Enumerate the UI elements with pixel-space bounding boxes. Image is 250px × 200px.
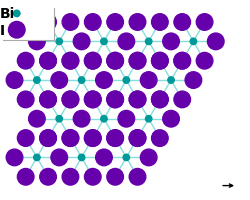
Circle shape <box>107 53 124 70</box>
Circle shape <box>62 92 79 108</box>
Circle shape <box>78 154 85 161</box>
Circle shape <box>96 72 112 89</box>
Circle shape <box>84 15 101 31</box>
Circle shape <box>140 149 157 166</box>
Circle shape <box>174 15 190 31</box>
Circle shape <box>107 15 124 31</box>
Circle shape <box>62 92 79 108</box>
Circle shape <box>163 34 179 50</box>
Circle shape <box>34 77 40 84</box>
Circle shape <box>62 53 79 70</box>
Circle shape <box>152 92 168 108</box>
Circle shape <box>73 111 90 127</box>
Circle shape <box>18 169 34 185</box>
Circle shape <box>107 53 124 70</box>
Circle shape <box>51 72 68 89</box>
Circle shape <box>168 77 174 84</box>
Circle shape <box>129 169 146 185</box>
Circle shape <box>18 53 34 70</box>
Circle shape <box>107 130 124 147</box>
Circle shape <box>118 111 134 127</box>
Circle shape <box>84 130 101 147</box>
Circle shape <box>152 92 168 108</box>
Circle shape <box>40 169 56 185</box>
Circle shape <box>18 92 34 108</box>
Circle shape <box>174 53 190 70</box>
Text: I: I <box>0 24 5 38</box>
Circle shape <box>163 111 179 127</box>
Circle shape <box>123 154 130 161</box>
Circle shape <box>62 15 79 31</box>
Circle shape <box>96 149 112 166</box>
Circle shape <box>40 92 56 108</box>
Circle shape <box>62 169 79 185</box>
Circle shape <box>56 116 62 122</box>
Circle shape <box>40 92 56 108</box>
Circle shape <box>18 130 34 147</box>
Circle shape <box>8 22 25 39</box>
Circle shape <box>84 92 101 108</box>
Circle shape <box>40 130 56 147</box>
Circle shape <box>123 77 130 84</box>
Circle shape <box>40 15 56 31</box>
Circle shape <box>56 39 62 45</box>
Circle shape <box>129 130 146 147</box>
Circle shape <box>51 149 68 166</box>
Circle shape <box>152 130 168 147</box>
Circle shape <box>28 34 45 50</box>
Circle shape <box>129 130 146 147</box>
Circle shape <box>129 92 146 108</box>
Circle shape <box>152 15 168 31</box>
Circle shape <box>34 154 40 161</box>
Circle shape <box>84 53 101 70</box>
Circle shape <box>78 77 85 84</box>
Circle shape <box>185 72 202 89</box>
Circle shape <box>40 53 56 70</box>
Text: Bi: Bi <box>0 7 15 21</box>
Circle shape <box>6 72 23 89</box>
Circle shape <box>6 149 23 166</box>
Circle shape <box>107 130 124 147</box>
Circle shape <box>14 11 20 18</box>
Circle shape <box>146 39 152 45</box>
Circle shape <box>129 53 146 70</box>
Circle shape <box>40 130 56 147</box>
Circle shape <box>118 34 134 50</box>
Circle shape <box>152 53 168 70</box>
Circle shape <box>196 53 213 70</box>
Circle shape <box>208 34 224 50</box>
Circle shape <box>84 53 101 70</box>
Circle shape <box>73 34 90 50</box>
Circle shape <box>107 92 124 108</box>
Circle shape <box>62 130 79 147</box>
Circle shape <box>140 72 157 89</box>
FancyBboxPatch shape <box>0 3 54 41</box>
Circle shape <box>101 116 107 122</box>
Circle shape <box>101 39 107 45</box>
Circle shape <box>84 130 101 147</box>
Circle shape <box>28 111 45 127</box>
Circle shape <box>62 130 79 147</box>
Circle shape <box>84 92 101 108</box>
Circle shape <box>146 116 152 122</box>
Circle shape <box>40 53 56 70</box>
Circle shape <box>129 53 146 70</box>
Circle shape <box>129 15 146 31</box>
Circle shape <box>196 15 213 31</box>
Circle shape <box>129 92 146 108</box>
Circle shape <box>62 53 79 70</box>
Circle shape <box>107 169 124 185</box>
Circle shape <box>107 92 124 108</box>
Circle shape <box>152 53 168 70</box>
Circle shape <box>174 53 190 70</box>
Circle shape <box>190 39 197 45</box>
Circle shape <box>84 169 101 185</box>
Circle shape <box>174 92 190 108</box>
